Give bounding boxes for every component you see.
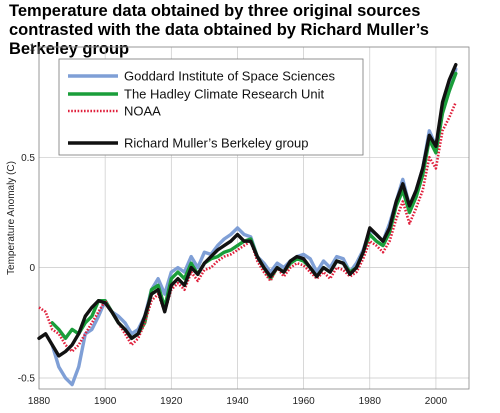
tick-labels: 1880 1900 1920 1940 1960 1980 2000 -0.5 0 0.5 1 <box>18 43 448 408</box>
legend-entry-label: The Hadley Climate Research Unit <box>124 87 325 102</box>
legend-entry-label: Richard Muller’s Berkeley group <box>124 136 309 151</box>
x-tick-label: 1880 <box>28 396 51 407</box>
plot-frame <box>38 46 470 390</box>
y-tick-label: 0.5 <box>21 153 35 164</box>
legend-entry-label: NOAA <box>124 104 161 119</box>
x-tick-label: 1920 <box>160 396 183 407</box>
y-tick-label: -0.5 <box>18 373 36 384</box>
series-line-2 <box>38 101 457 353</box>
series-layer <box>37 62 458 387</box>
legend: Goddard Institute of Space Sciences The H… <box>58 58 364 156</box>
x-tick-label: 1940 <box>226 396 249 407</box>
x-tick-label: 1900 <box>94 396 117 407</box>
legend-entry-label: Goddard Institute of Space Sciences <box>124 69 336 84</box>
series-line-3 <box>37 62 458 358</box>
y-tick-label: 0 <box>29 263 35 274</box>
x-tick-label: 1960 <box>292 396 315 407</box>
x-tick-label: 2000 <box>425 396 448 407</box>
x-tick-label: 1980 <box>359 396 382 407</box>
y-tick-label: 1 <box>29 43 35 54</box>
y-axis-label: Temperature Anomaly (C) <box>6 161 17 275</box>
